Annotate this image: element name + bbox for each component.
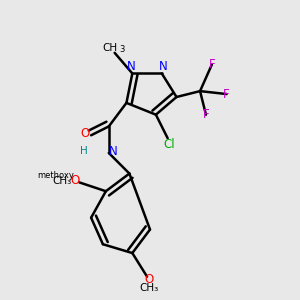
- Text: CH₃: CH₃: [139, 284, 158, 293]
- Text: CH: CH: [103, 43, 118, 52]
- Text: O: O: [80, 127, 89, 140]
- Text: H: H: [80, 146, 88, 157]
- Text: N: N: [109, 145, 118, 158]
- Text: F: F: [202, 108, 209, 121]
- Text: N: N: [159, 61, 168, 74]
- Text: F: F: [223, 88, 230, 100]
- Text: methoxy: methoxy: [37, 170, 74, 179]
- Text: O: O: [70, 174, 80, 188]
- Text: Cl: Cl: [163, 138, 175, 151]
- Text: CH₃: CH₃: [52, 176, 72, 186]
- Text: N: N: [127, 61, 135, 74]
- Text: 3: 3: [119, 45, 125, 54]
- Text: O: O: [144, 273, 153, 286]
- Text: F: F: [208, 58, 215, 71]
